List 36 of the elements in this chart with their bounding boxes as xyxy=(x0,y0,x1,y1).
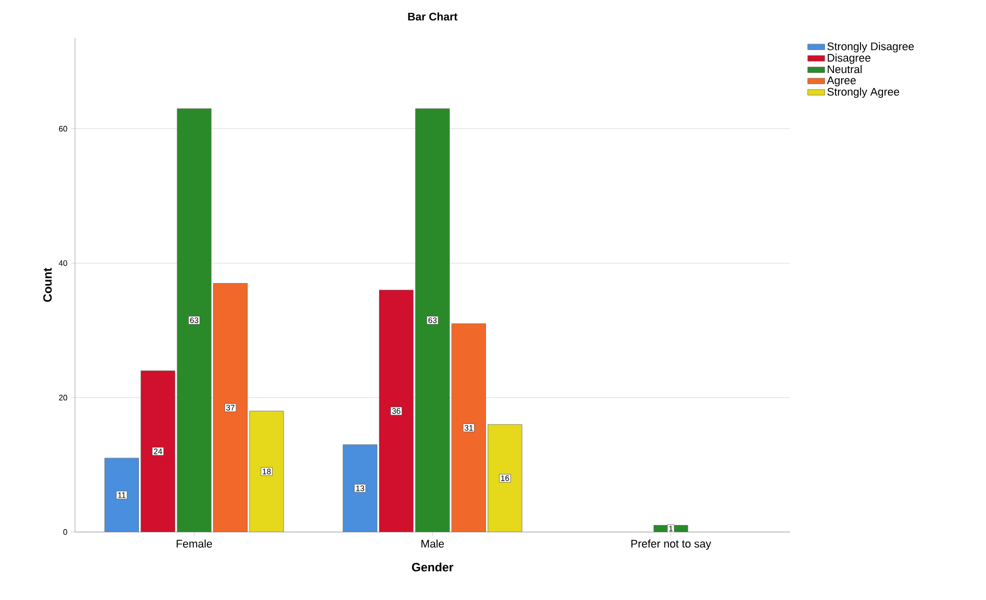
y-tick-label: 20 xyxy=(58,394,68,400)
chart-title: Bar Chart xyxy=(408,12,458,20)
data-label: 24 xyxy=(154,448,162,454)
legend-label: Agree xyxy=(826,76,856,86)
bar xyxy=(379,290,414,532)
bar xyxy=(488,424,522,532)
bar xyxy=(176,108,212,532)
data-label: 63 xyxy=(428,317,437,324)
x-tick-label: Male xyxy=(421,540,444,548)
data-label: 37 xyxy=(226,404,234,410)
x-tick-label: Prefer not to say xyxy=(631,540,712,550)
y-tick-label: 40 xyxy=(58,260,68,266)
data-label: 1 xyxy=(669,526,673,532)
data-label: 63 xyxy=(190,317,198,324)
y-axis-title: Count xyxy=(43,268,52,302)
bar xyxy=(415,108,450,532)
legend-label: Strongly Agree xyxy=(827,88,900,98)
x-tick-label: Female xyxy=(176,540,212,548)
bar xyxy=(249,410,284,532)
y-tick-label: 0 xyxy=(63,529,68,535)
data-label: 36 xyxy=(392,408,400,414)
bar xyxy=(104,458,139,532)
bar xyxy=(451,323,486,532)
bar xyxy=(213,283,248,532)
legend-label: Neutral xyxy=(828,65,862,74)
y-tick-label: 60 xyxy=(58,126,68,132)
data-label: 16 xyxy=(501,475,510,482)
data-label: 18 xyxy=(262,468,271,474)
bar xyxy=(140,370,176,532)
data-label: 13 xyxy=(356,485,364,492)
data-label: 11 xyxy=(118,492,126,498)
bar xyxy=(342,444,378,532)
data-label: 31 xyxy=(464,424,473,431)
legend-label: Strongly Disagree xyxy=(827,42,914,52)
legend-label: Disagree xyxy=(828,54,870,64)
x-axis-title: Gender xyxy=(412,562,454,572)
